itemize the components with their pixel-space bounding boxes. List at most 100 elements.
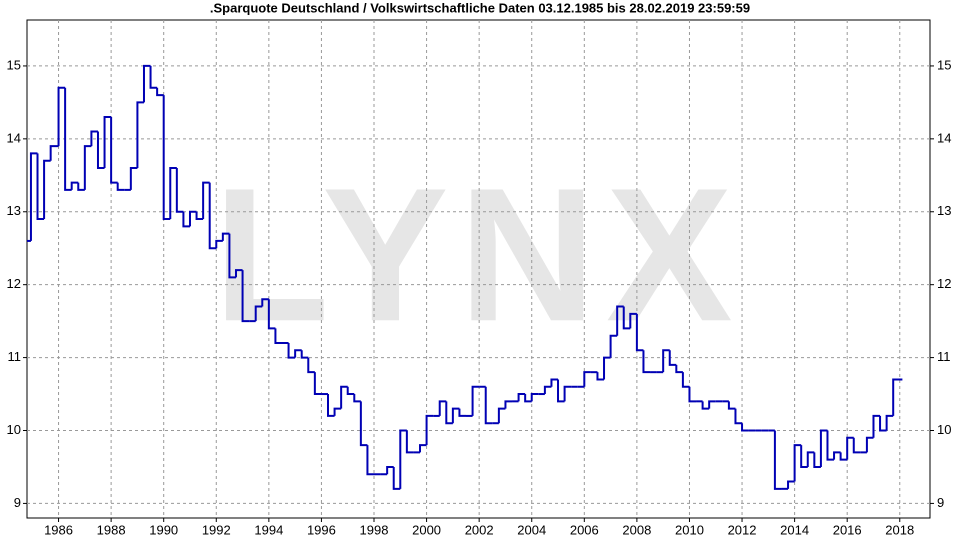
y2-tick-label: 9 — [937, 495, 944, 510]
step-segment — [142, 64, 151, 103]
y2-tick-label: 13 — [937, 203, 951, 218]
step-segment — [734, 408, 743, 425]
step-segment — [83, 145, 92, 190]
step-segment — [228, 233, 236, 279]
step-segment — [819, 429, 828, 467]
step-segment — [294, 349, 302, 358]
step-segment — [169, 167, 177, 220]
step-segment — [346, 386, 355, 396]
step-segment — [300, 350, 309, 359]
step-segment — [833, 451, 841, 460]
step-segment — [668, 350, 677, 366]
x-tick-label: 1988 — [97, 522, 126, 537]
watermark: LYNX — [213, 149, 742, 361]
step-segment — [195, 211, 204, 221]
step-segment — [110, 116, 118, 184]
step-segment — [392, 466, 401, 490]
y2-tick-label: 14 — [937, 130, 951, 145]
x-tick-label: 1994 — [254, 522, 283, 537]
y-tick-label: 15 — [7, 57, 21, 72]
step-segment — [793, 444, 802, 482]
step-segment — [675, 364, 683, 374]
y-tick-label: 9 — [14, 495, 21, 510]
step-segment — [543, 385, 552, 395]
step-segment — [642, 350, 651, 374]
step-segment — [603, 356, 611, 380]
step-segment — [727, 401, 736, 410]
y2-tick-label: 11 — [937, 349, 951, 364]
step-segment — [359, 401, 368, 447]
step-segment — [826, 430, 835, 461]
step-segment — [504, 400, 513, 409]
step-segment — [156, 87, 164, 97]
step-segment — [839, 452, 848, 461]
step-segment — [419, 444, 427, 453]
step-segment — [879, 415, 887, 432]
x-tick-label: 2002 — [465, 522, 494, 537]
step-segment — [629, 312, 637, 329]
step-segment — [96, 131, 105, 170]
step-segment — [64, 87, 72, 191]
step-segment — [557, 379, 565, 403]
x-tick-label: 2006 — [570, 522, 599, 537]
step-segment — [333, 407, 342, 416]
step-segment — [596, 372, 605, 381]
step-segment — [208, 182, 217, 250]
step-segment — [681, 372, 690, 388]
step-segment — [313, 372, 322, 396]
step-segment — [149, 65, 158, 89]
step-segment — [386, 465, 394, 475]
step-segment — [583, 371, 591, 387]
x-tick-label: 2000 — [412, 522, 441, 537]
step-segment — [57, 86, 66, 147]
step-segment — [307, 357, 315, 374]
y2-tick-label: 12 — [937, 276, 951, 291]
step-segment — [451, 407, 460, 424]
step-segment — [340, 385, 348, 409]
step-segment — [36, 153, 45, 221]
step-segment — [70, 181, 79, 190]
step-segment — [458, 408, 467, 417]
step-segment — [215, 239, 223, 249]
step-segment — [787, 480, 795, 489]
step-segment — [425, 414, 434, 446]
step-segment — [662, 349, 670, 373]
step-segment — [162, 95, 171, 221]
x-tick-label: 2014 — [780, 522, 809, 537]
step-segment — [741, 423, 749, 432]
y-tick-label: 14 — [7, 130, 21, 145]
step-segment — [43, 159, 51, 220]
step-segment — [77, 182, 85, 191]
plot-frame — [26, 19, 931, 519]
x-tick-label: 2004 — [517, 522, 546, 537]
step-segment — [708, 400, 716, 409]
step-segment — [90, 130, 98, 147]
step-segment — [202, 181, 210, 220]
step-segment — [188, 210, 197, 227]
step-segment — [254, 305, 263, 322]
step-segment — [524, 394, 532, 403]
step-segment — [221, 232, 230, 241]
y-tick-label: 12 — [7, 276, 21, 291]
x-tick-label: 2016 — [833, 522, 862, 537]
step-segment — [438, 400, 447, 416]
x-tick-label: 1998 — [360, 522, 389, 537]
y-tick-label: 10 — [7, 422, 21, 437]
step-segment — [261, 298, 269, 307]
y2-tick-label: 15 — [937, 57, 951, 72]
step-segment — [622, 306, 631, 330]
step-segment — [773, 430, 782, 490]
step-segment — [471, 385, 480, 416]
step-segment — [484, 386, 493, 425]
step-segment — [267, 299, 276, 330]
step-segment — [865, 436, 874, 453]
step-segment — [609, 334, 618, 358]
step-segment — [563, 385, 572, 402]
x-tick-label: 2018 — [885, 522, 914, 537]
x-tick-label: 2010 — [675, 522, 704, 537]
step-segment — [800, 445, 808, 468]
step-segment — [445, 401, 453, 425]
step-segment — [517, 393, 526, 402]
chart-title: .Sparquote Deutschland / Volkswirtschaft… — [210, 0, 750, 15]
